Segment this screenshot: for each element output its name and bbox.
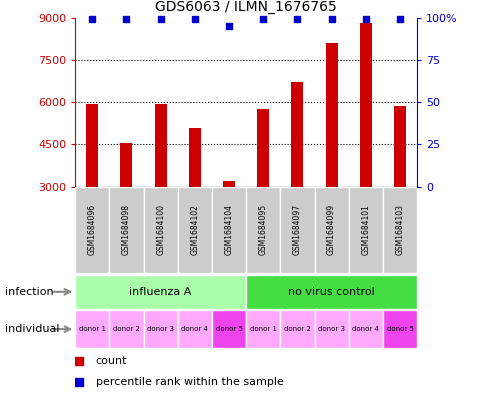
Bar	[188, 127, 200, 187]
Text: GSM1684104: GSM1684104	[224, 204, 233, 255]
Bar	[212, 187, 245, 273]
Bar	[75, 187, 109, 273]
Bar	[143, 310, 177, 348]
Bar	[245, 187, 280, 273]
Bar	[245, 310, 280, 348]
Bar	[325, 43, 337, 187]
Point	[122, 16, 130, 22]
Bar	[314, 187, 348, 273]
Text: GSM1684099: GSM1684099	[326, 204, 335, 255]
Text: GSM1684102: GSM1684102	[190, 204, 199, 255]
Point	[273, 299, 281, 306]
Point	[293, 16, 301, 22]
Text: donor 5: donor 5	[386, 326, 412, 332]
Point	[259, 16, 267, 22]
Point	[156, 16, 164, 22]
Bar	[86, 104, 98, 187]
Text: no virus control: no virus control	[287, 287, 374, 297]
Point	[225, 23, 232, 29]
Bar	[382, 310, 416, 348]
Bar	[109, 187, 143, 273]
Bar	[143, 187, 177, 273]
Point	[327, 16, 335, 22]
Point	[273, 113, 281, 119]
Bar	[109, 310, 143, 348]
Bar	[223, 181, 235, 187]
Text: GSM1684096: GSM1684096	[88, 204, 97, 255]
Bar	[245, 275, 416, 309]
Text: GSM1684100: GSM1684100	[156, 204, 165, 255]
Bar	[280, 310, 314, 348]
Text: GSM1684103: GSM1684103	[394, 204, 404, 255]
Text: donor 1: donor 1	[78, 326, 106, 332]
Text: donor 3: donor 3	[147, 326, 174, 332]
Text: GSM1684101: GSM1684101	[361, 204, 370, 255]
Bar	[382, 187, 416, 273]
Text: GSM1684097: GSM1684097	[292, 204, 302, 255]
Bar	[348, 187, 382, 273]
Bar	[177, 187, 212, 273]
Bar	[257, 109, 269, 187]
Text: count: count	[95, 356, 127, 366]
Point	[88, 16, 96, 22]
Text: GSM1684095: GSM1684095	[258, 204, 267, 255]
Text: donor 4: donor 4	[352, 326, 378, 332]
Bar	[348, 310, 382, 348]
Text: individual: individual	[5, 324, 59, 334]
Point	[395, 16, 403, 22]
Bar	[291, 83, 303, 187]
Bar	[280, 187, 314, 273]
Text: donor 1: donor 1	[249, 326, 276, 332]
Text: influenza A: influenza A	[129, 287, 192, 297]
Point	[191, 16, 198, 22]
Bar	[212, 310, 245, 348]
Bar	[154, 104, 166, 187]
Text: donor 2: donor 2	[284, 326, 310, 332]
Text: infection: infection	[5, 287, 53, 297]
Bar	[177, 310, 212, 348]
Bar	[359, 23, 371, 187]
Bar	[75, 310, 109, 348]
Bar	[314, 310, 348, 348]
Title: GDS6063 / ILMN_1676765: GDS6063 / ILMN_1676765	[155, 0, 336, 14]
Point	[361, 16, 369, 22]
Text: donor 3: donor 3	[318, 326, 345, 332]
Text: GSM1684098: GSM1684098	[121, 204, 131, 255]
Bar	[75, 275, 245, 309]
Text: donor 2: donor 2	[113, 326, 139, 332]
Text: donor 4: donor 4	[181, 326, 208, 332]
Bar	[120, 143, 132, 187]
Text: percentile rank within the sample: percentile rank within the sample	[95, 376, 283, 387]
Bar	[393, 107, 405, 187]
Text: donor 5: donor 5	[215, 326, 242, 332]
